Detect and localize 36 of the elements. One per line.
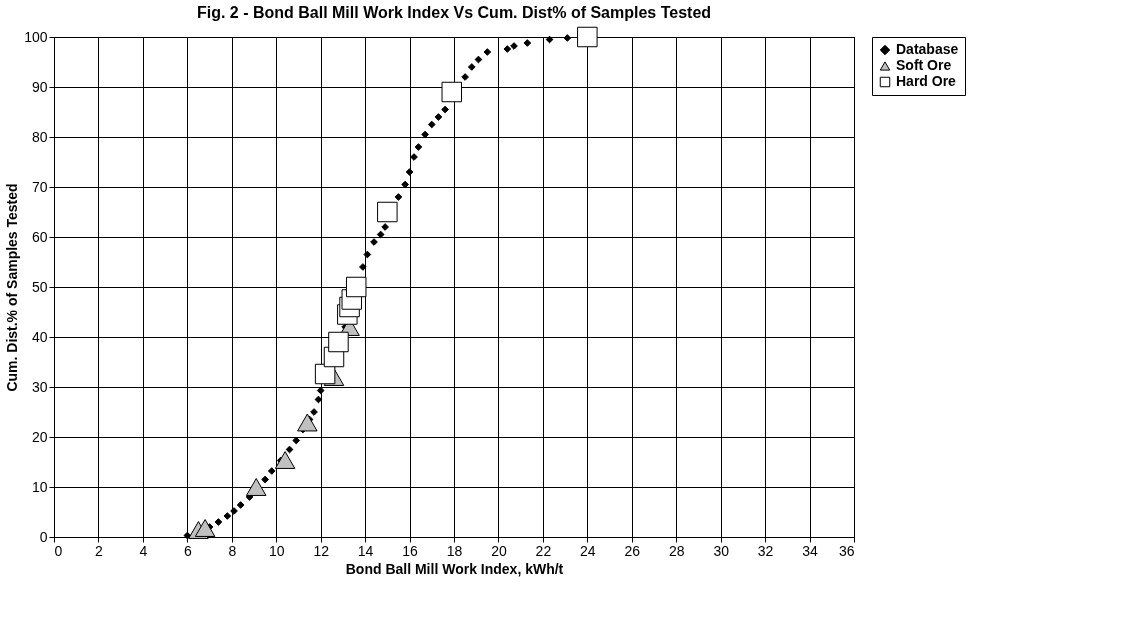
x-tick-label: 20 [491, 542, 507, 559]
y-tick-label: 90 [31, 78, 48, 95]
y-tick-label: 100 [24, 28, 48, 45]
x-tick-label: 30 [713, 542, 730, 559]
x-tick-label: 8 [228, 542, 237, 559]
x-tick-label: 16 [402, 542, 419, 559]
x-tick-label: 6 [183, 542, 192, 559]
legend-label: Database [896, 41, 959, 57]
x-tick-label: 10 [268, 542, 285, 559]
y-tick-label: 40 [31, 328, 48, 345]
x-tick-label: 4 [139, 542, 148, 559]
y-tick-label: 50 [31, 278, 48, 295]
y-tick-label: 20 [31, 428, 48, 445]
y-tick-label: 30 [31, 378, 48, 395]
y-tick-label: 70 [31, 178, 48, 195]
x-tick-label: 14 [357, 542, 374, 559]
x-tick-label: 34 [802, 542, 819, 559]
y-tick-label: 10 [31, 478, 48, 495]
x-tick-label: 26 [624, 542, 641, 559]
legend-label: Hard Ore [896, 73, 957, 89]
chart-title: Fig. 2 - Bond Ball Mill Work Index Vs Cum. Dist% of Samples Tested [196, 4, 712, 22]
legend-label: Soft Ore [896, 57, 952, 73]
x-axis-title: Bond Ball Mill Work Index, kWh/t [345, 560, 564, 577]
x-tick-label: 2 [95, 542, 104, 559]
y-tick-label: 0 [39, 528, 48, 545]
y-axis-title: Cum. Dist.% of Samples Tested [4, 183, 21, 392]
x-tick-label: 12 [313, 542, 330, 559]
x-tick-label: 36 [838, 542, 855, 559]
x-tick-label: 24 [580, 542, 596, 559]
x-tick-label: 28 [668, 542, 685, 559]
x-tick-label: 22 [535, 542, 552, 559]
y-tick-label: 80 [31, 128, 48, 145]
y-tick-label: 60 [31, 228, 48, 245]
x-tick-label: 32 [757, 542, 774, 559]
x-tick-label: 18 [446, 542, 463, 559]
x-tick-label: 0 [54, 542, 63, 559]
